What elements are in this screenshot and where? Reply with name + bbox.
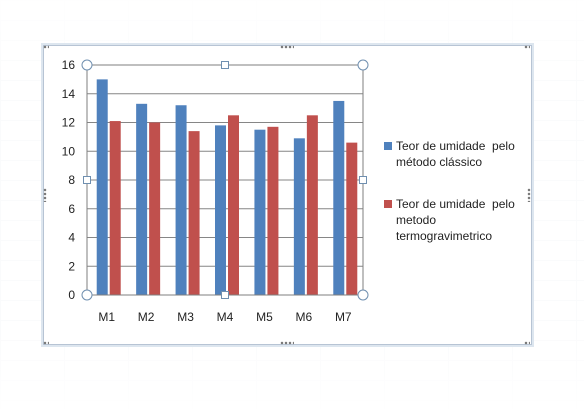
bar-termogravimetrico-m3[interactable]	[188, 131, 200, 295]
plot-side-handle[interactable]	[221, 291, 229, 299]
frame-corner-bottom-left[interactable]	[43, 341, 49, 345]
bar-classico-m5[interactable]	[254, 129, 266, 295]
y-tick-label: 16	[62, 58, 76, 72]
plot-side-handle[interactable]	[359, 176, 367, 184]
frame-corner-bottom-right[interactable]	[524, 341, 530, 345]
y-tick-label: 6	[68, 202, 75, 216]
bar-classico-m6[interactable]	[293, 138, 305, 295]
x-category-label: M7	[335, 310, 352, 324]
y-tick-label: 8	[68, 173, 75, 187]
y-tick-label: 4	[68, 231, 75, 245]
legend-entry-text: método clássico	[396, 155, 482, 169]
legend-entry-text: Teor de umidade pelo	[396, 197, 515, 211]
frame-handle-bottom[interactable]	[280, 341, 294, 345]
bars	[96, 79, 358, 296]
bar-classico-m7[interactable]	[333, 100, 345, 295]
y-tick-label: 14	[62, 87, 76, 101]
y-tick-label: 0	[68, 288, 75, 302]
plot-corner-handle[interactable]	[357, 289, 369, 301]
x-category-label: M1	[98, 310, 115, 324]
legend-entry-text: Teor de umidade pelo	[396, 139, 515, 153]
frame-handle-left[interactable]	[43, 188, 47, 202]
legend[interactable]: Teor de umidade pelo método clássico Teor …	[384, 139, 515, 243]
frame-handle-right[interactable]	[527, 188, 531, 202]
bar-termogravimetrico-m2[interactable]	[149, 122, 161, 296]
x-category-label: M4	[217, 310, 234, 324]
x-category-label: M2	[138, 310, 155, 324]
bar-termogravimetrico-m7[interactable]	[346, 142, 358, 295]
bar-classico-m1[interactable]	[96, 79, 108, 295]
legend-swatch	[384, 142, 392, 150]
frame-handle-top[interactable]	[280, 45, 294, 49]
frame-corner-top-left[interactable]	[43, 45, 49, 49]
x-category-label: M6	[296, 310, 313, 324]
legend-swatch	[384, 200, 392, 208]
bar-classico-m3[interactable]	[175, 105, 187, 295]
legend-entry-text: metodo	[396, 213, 436, 227]
bar-termogravimetrico-m5[interactable]	[267, 126, 279, 295]
x-category-label: M3	[177, 310, 194, 324]
y-tick-label: 10	[62, 144, 76, 158]
bar-classico-m2[interactable]	[136, 103, 148, 295]
plot-corner-handle[interactable]	[357, 59, 369, 71]
y-tick-label: 12	[62, 116, 76, 130]
bar-classico-m4[interactable]	[215, 125, 226, 295]
plot-corner-handle[interactable]	[81, 289, 93, 301]
plot-side-handle[interactable]	[83, 176, 91, 184]
x-category-label: M5	[256, 310, 273, 324]
bar-termogravimetrico-m4[interactable]	[228, 115, 239, 295]
plot-selection-handles[interactable]	[81, 59, 369, 301]
plot-side-handle[interactable]	[221, 61, 229, 69]
frame-corner-top-right[interactable]	[524, 45, 530, 49]
bar-termogravimetrico-m1[interactable]	[109, 121, 121, 295]
legend-entry-text: termogravimetrico	[396, 229, 492, 243]
y-tick-label: 2	[68, 259, 75, 273]
bar-termogravimetrico-m6[interactable]	[306, 115, 318, 295]
plot-corner-handle[interactable]	[81, 59, 93, 71]
y-axis-tick-labels: 0 2 4 6 8 10 12 14 16	[62, 58, 76, 302]
x-axis-category-labels: M1 M2 M3 M4 M5 M6 M7	[98, 310, 352, 324]
